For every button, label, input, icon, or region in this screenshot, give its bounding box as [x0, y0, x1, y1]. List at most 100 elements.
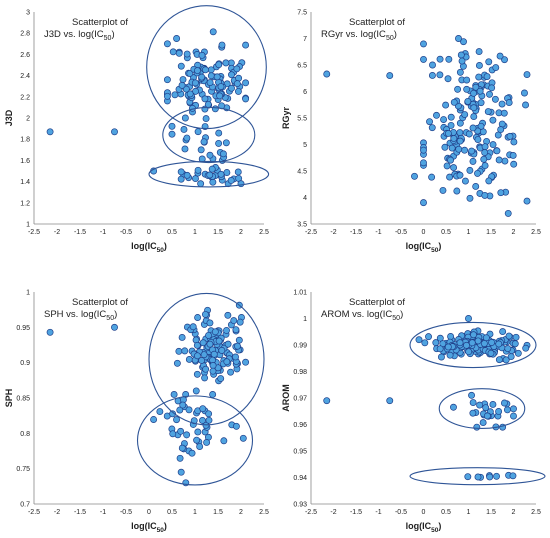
x-tick-label: -0.5	[395, 229, 407, 236]
data-point	[495, 407, 503, 415]
data-point	[210, 350, 218, 358]
y-tick-label: 1	[26, 290, 30, 297]
data-point	[217, 375, 225, 382]
data-point	[198, 51, 206, 59]
data-point	[181, 145, 189, 153]
data-point	[501, 56, 508, 64]
data-point	[481, 191, 489, 199]
chart-panel-2: -2.5 -2 -1.5 -1 -0.5 0 0.5 1 1.5 2 2.5 3.5 4 4.5 5 5.5 6…	[281, 10, 541, 255]
y-tick-label: 1.8	[20, 137, 30, 144]
data-point	[186, 69, 194, 77]
data-point	[461, 177, 469, 185]
data-point	[163, 92, 171, 100]
y-tick-label: 0.96	[293, 422, 307, 429]
data-point	[194, 352, 201, 360]
y-tick-label: 0.95	[293, 449, 307, 456]
data-point	[470, 89, 478, 97]
data-point	[171, 91, 179, 99]
data-point	[470, 104, 478, 112]
data-point	[168, 130, 176, 138]
chart-title: Scatterplot of J3D vs. log(IC50)	[44, 17, 128, 42]
x-tick-label: -2	[330, 509, 336, 516]
x-tick-label: -0.5	[395, 509, 407, 516]
cluster-ellipse	[438, 388, 526, 430]
data-point	[163, 76, 171, 84]
data-point	[178, 334, 186, 341]
data-point	[183, 171, 191, 179]
data-point	[233, 65, 241, 73]
data-point	[480, 340, 488, 348]
data-point	[439, 186, 447, 194]
data-point	[215, 139, 223, 147]
data-point	[218, 346, 226, 354]
data-point	[386, 397, 394, 405]
y-tick-label: 0.93	[293, 502, 307, 509]
data-point	[219, 150, 227, 158]
data-point	[483, 73, 491, 81]
data-point	[433, 111, 440, 119]
data-point	[169, 410, 177, 418]
data-point	[474, 169, 481, 177]
y-tick-label: 2.4	[20, 73, 30, 80]
data-point	[493, 472, 500, 480]
data-point	[206, 79, 214, 86]
data-point	[502, 356, 510, 364]
data-point	[497, 189, 505, 197]
data-point	[204, 100, 212, 108]
x-tick-label: -1	[375, 509, 381, 516]
data-point	[211, 328, 219, 336]
data-point	[463, 76, 471, 84]
y-tick-label: 5	[303, 142, 307, 149]
data-point	[465, 348, 473, 356]
data-point	[436, 55, 444, 63]
data-point	[475, 48, 483, 56]
data-point	[224, 340, 232, 348]
data-point	[193, 67, 201, 75]
data-point	[242, 358, 250, 366]
data-point	[485, 58, 493, 66]
data-point	[191, 79, 199, 87]
x-tick-label: 2.5	[531, 229, 541, 236]
data-point	[222, 139, 230, 147]
data-point	[486, 473, 494, 481]
y-tick-label: 0.7	[20, 502, 30, 509]
data-point	[504, 345, 512, 353]
chart-panel-4: -2.5 -2 -1.5 -1 -0.5 0 0.5 1 1.5 2 2.5 0.93 0.94 0.95…	[281, 290, 546, 534]
data-point	[509, 152, 517, 159]
data-point	[205, 410, 213, 418]
data-point	[199, 417, 206, 424]
data-point	[170, 391, 178, 398]
data-point	[447, 113, 455, 121]
cluster-ellipse	[148, 160, 270, 188]
data-point	[465, 130, 473, 138]
data-point	[411, 172, 418, 180]
data-point	[323, 70, 331, 78]
x-tick-label: 1	[467, 229, 471, 236]
data-point	[488, 84, 496, 92]
data-point	[168, 122, 176, 130]
data-point	[446, 173, 454, 181]
data-point	[444, 343, 452, 351]
data-point	[456, 171, 464, 179]
x-tick-label: 0	[422, 509, 426, 516]
data-point	[183, 134, 191, 142]
data-point	[460, 38, 467, 46]
x-tick-label: 0.5	[167, 229, 177, 236]
data-point	[450, 98, 458, 106]
data-point	[233, 80, 241, 88]
data-point	[463, 341, 470, 349]
data-point	[234, 342, 241, 350]
data-point	[179, 76, 187, 83]
x-tick-label: 2	[239, 509, 243, 516]
data-point	[495, 156, 503, 164]
x-tick-label: 1	[193, 229, 197, 236]
x-tick-label: 0	[422, 229, 426, 236]
data-point	[510, 405, 517, 413]
data-point	[323, 397, 331, 405]
data-point	[215, 337, 223, 345]
data-point	[450, 403, 457, 411]
data-point	[194, 428, 202, 436]
data-point	[223, 358, 231, 366]
x-tick-label: -2	[54, 229, 60, 236]
data-point	[497, 126, 505, 134]
